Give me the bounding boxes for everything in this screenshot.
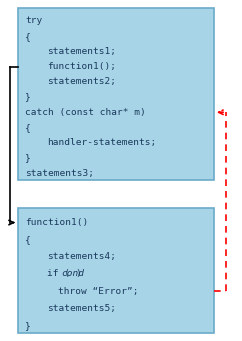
Text: cond: cond <box>61 269 84 278</box>
Text: statements3;: statements3; <box>25 169 94 178</box>
Text: function1(): function1() <box>25 218 88 227</box>
Text: catch (const char* m): catch (const char* m) <box>25 108 146 117</box>
Bar <box>18 8 214 180</box>
Text: }: } <box>25 92 31 102</box>
Text: throw “Error”;: throw “Error”; <box>58 286 138 296</box>
Text: statements5;: statements5; <box>47 304 116 313</box>
Bar <box>18 208 214 333</box>
Text: {: { <box>25 235 31 244</box>
Text: function1();: function1(); <box>47 62 116 71</box>
Text: statements1;: statements1; <box>47 47 116 56</box>
Text: ): ) <box>75 269 81 278</box>
Text: try: try <box>25 16 42 26</box>
Text: }: } <box>25 153 31 162</box>
Text: if (: if ( <box>47 269 70 278</box>
Text: statements2;: statements2; <box>47 77 116 86</box>
Text: {: { <box>25 32 31 41</box>
Text: statements4;: statements4; <box>47 252 116 261</box>
Text: handler-statements;: handler-statements; <box>47 138 156 147</box>
Text: }: } <box>25 321 31 330</box>
Text: {: { <box>25 123 31 132</box>
